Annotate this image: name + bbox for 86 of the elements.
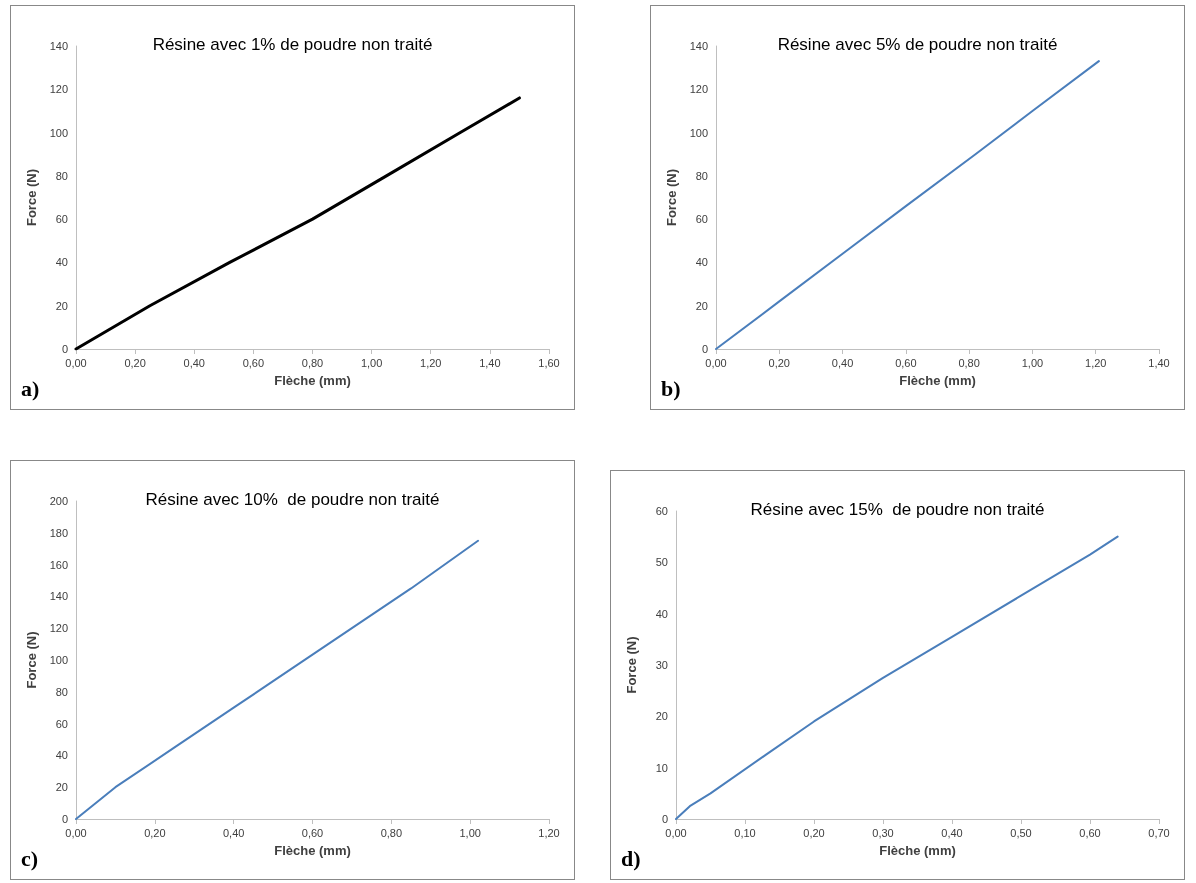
x-tick-label: 0,00 — [65, 826, 87, 839]
y-tick-label: 100 — [49, 126, 68, 139]
y-tick-label: 120 — [689, 83, 708, 96]
x-tick-label: 0,60 — [895, 356, 917, 369]
x-tick-label: 0,00 — [65, 356, 87, 369]
y-tick-label: 60 — [655, 505, 668, 517]
x-tick-label: 0,00 — [665, 826, 687, 839]
line-series — [715, 60, 1100, 350]
y-tick-label: 60 — [695, 213, 708, 226]
x-tick-label: 0,80 — [380, 826, 403, 839]
y-tick-label: 120 — [49, 622, 68, 635]
y-tick-label: 10 — [655, 761, 668, 774]
text: b) — [661, 375, 681, 401]
y-tick-label: 100 — [689, 126, 708, 139]
y-axis-title: Force (N) — [24, 168, 39, 227]
y-tick-label: 180 — [49, 526, 68, 539]
x-tick-label: 0,80 — [958, 356, 980, 369]
x-tick-label: 1,00 — [360, 356, 383, 369]
y-tick-label: 30 — [655, 659, 668, 671]
x-tick-label: 1,00 — [459, 826, 481, 839]
x-tick-label: 1,60 — [538, 356, 560, 369]
x-axis-title: Flèche (mm) — [879, 843, 956, 858]
x-tick-label: 0,00 — [705, 356, 727, 369]
y-tick-label: 100 — [49, 654, 68, 666]
chart-title: Résine avec 1% de poudre non traité — [152, 35, 433, 54]
y-tick-label: 20 — [695, 299, 708, 312]
y-tick-label: 0 — [661, 813, 668, 825]
y-tick-label: 140 — [49, 40, 68, 52]
y-tick-label: 20 — [55, 299, 68, 312]
x-tick-label: 0,40 — [222, 826, 245, 839]
x-tick-label: 0,20 — [768, 356, 790, 369]
x-tick-label: 1,20 — [1085, 356, 1107, 369]
y-tick-label: 20 — [655, 710, 668, 723]
x-tick-label: 0,60 — [301, 826, 324, 839]
x-tick-label: 1,40 — [1148, 356, 1170, 369]
y-tick-label: 40 — [655, 607, 668, 620]
y-tick-label: 50 — [655, 556, 668, 569]
x-tick-label: 0,80 — [301, 356, 324, 369]
x-tick-label: 0,30 — [872, 826, 894, 839]
y-tick-label: 60 — [55, 717, 68, 730]
y-tick-label: 160 — [49, 558, 68, 571]
x-axis-title: Flèche (mm) — [274, 843, 351, 858]
y-tick-label: 80 — [695, 169, 708, 182]
y-tick-label: 40 — [695, 256, 708, 269]
y-tick-label: 40 — [55, 256, 68, 269]
x-tick-label: 0,60 — [242, 356, 265, 369]
x-tick-label: 0,40 — [941, 826, 963, 839]
y-tick-label: 0 — [61, 813, 68, 825]
x-tick-label: 0,70 — [1148, 826, 1170, 839]
x-tick-label: 0,40 — [831, 356, 854, 369]
x-tick-label: 1,20 — [538, 826, 560, 839]
x-tick-label: 0,60 — [1079, 826, 1101, 839]
chart-title: Résine avec 15% de poudre non traité — [750, 500, 1045, 519]
x-tick-label: 0,20 — [803, 826, 825, 839]
y-axis-title: Force (N) — [24, 631, 39, 689]
chart-title: Résine avec 10% de poudre non traité — [145, 490, 440, 509]
y-tick-label: 0 — [701, 343, 708, 355]
y-tick-label: 80 — [55, 169, 68, 182]
y-tick-label: 200 — [49, 495, 68, 507]
x-tick-label: 0,20 — [124, 356, 146, 369]
y-tick-label: 20 — [55, 781, 68, 794]
x-tick-label: 0,50 — [1010, 826, 1032, 839]
x-tick-label: 1,40 — [479, 356, 501, 369]
y-tick-label: 0 — [61, 343, 68, 355]
chart-title: Résine avec 5% de poudre non traité — [777, 35, 1058, 54]
x-axis-title: Flèche (mm) — [899, 373, 976, 388]
x-tick-label: 0,40 — [183, 356, 205, 369]
x-tick-label: 0,20 — [144, 826, 166, 839]
x-tick-label: 1,20 — [420, 356, 442, 369]
y-axis-title: Force (N) — [624, 636, 639, 694]
y-tick-label: 80 — [55, 685, 68, 698]
y-tick-label: 60 — [55, 213, 68, 226]
y-tick-label: 40 — [55, 749, 68, 762]
text: c) — [21, 845, 39, 871]
text: d) — [621, 845, 641, 871]
line-series — [75, 539, 480, 820]
x-tick-label: 1,00 — [1021, 356, 1044, 369]
line-series — [74, 96, 521, 351]
x-axis-title: Flèche (mm) — [274, 373, 351, 388]
text: a) — [21, 375, 40, 401]
y-tick-label: 120 — [49, 83, 68, 96]
y-tick-label: 140 — [49, 590, 68, 603]
line-series — [675, 535, 1119, 820]
x-tick-label: 0,10 — [734, 826, 756, 839]
y-axis-title: Force (N) — [664, 168, 679, 227]
y-tick-label: 140 — [689, 40, 708, 52]
